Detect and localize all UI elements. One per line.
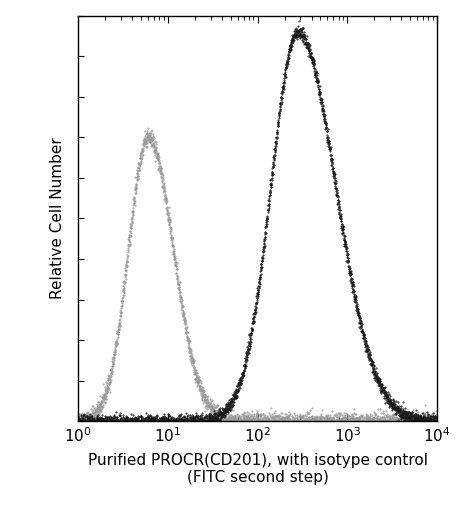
X-axis label: Purified PROCR(CD201), with isotype control
(FITC second step): Purified PROCR(CD201), with isotype cont… — [87, 453, 427, 486]
Y-axis label: Relative Cell Number: Relative Cell Number — [50, 137, 65, 300]
